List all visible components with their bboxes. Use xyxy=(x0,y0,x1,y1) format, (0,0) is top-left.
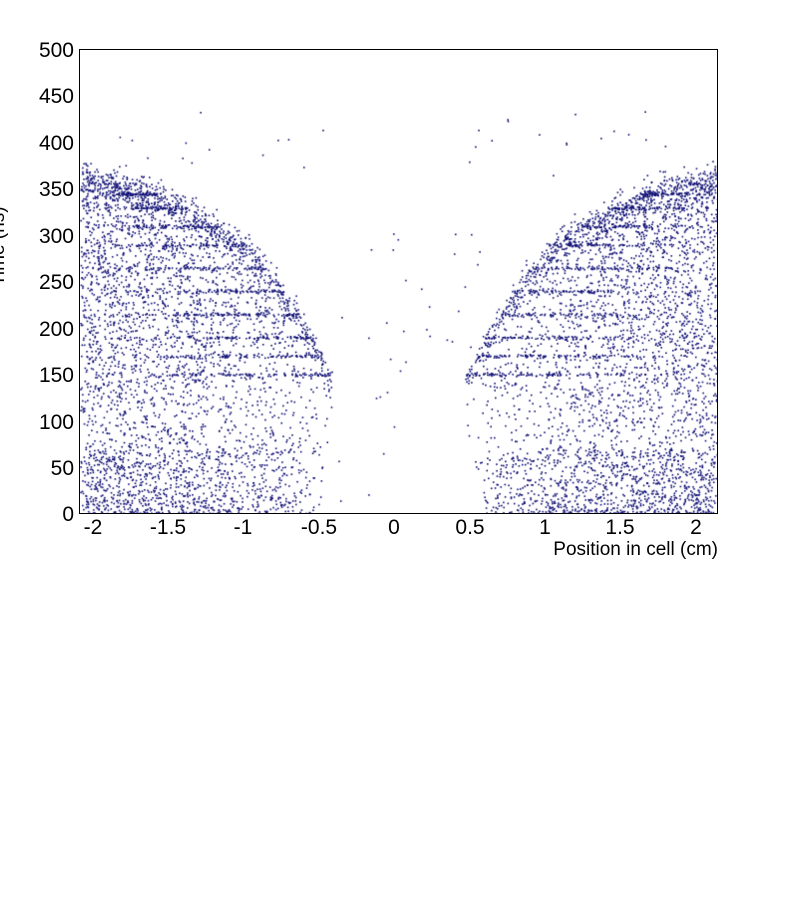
x-tick-top-0p9 xyxy=(80,702,82,709)
x-tick-label-1p5: 1.5 xyxy=(605,516,635,539)
x-tick-top-1p9 xyxy=(80,866,82,873)
x-tick-top-0p3 xyxy=(80,606,82,613)
x-tick-top-1p2 xyxy=(80,756,82,763)
x-tick-top-0 xyxy=(80,558,82,571)
y-tick-label-100: 100 xyxy=(38,411,74,434)
x-tick-top-0p1 xyxy=(80,578,82,585)
x-tick-neg0p2 xyxy=(80,517,82,524)
y-tick-label-400: 400 xyxy=(38,132,74,155)
x-tick-1p1 xyxy=(80,735,82,742)
chart-root: Time (ns) Position in cell (cm) 500 450 … xyxy=(0,39,718,560)
y-tick-label-500: 500 xyxy=(38,39,74,62)
x-tick-1p7 xyxy=(80,831,82,838)
x-tick-1p4 xyxy=(80,777,82,784)
x-tick-top-2 xyxy=(80,886,82,899)
x-tick-2 xyxy=(80,873,82,886)
scatter-points-layer xyxy=(80,50,717,513)
x-tick-top-1p4 xyxy=(80,784,82,791)
y-tick-label-150: 150 xyxy=(38,364,74,387)
x-tick-0p4 xyxy=(80,613,82,620)
x-tick-top-0p4 xyxy=(80,620,82,627)
x-tick-label-neg0p5: -0.5 xyxy=(300,516,338,539)
x-tick-top-1p5 xyxy=(80,804,82,817)
x-axis-title: Position in cell (cm) xyxy=(553,539,718,560)
x-tick-0p8 xyxy=(80,681,82,688)
x-tick-0p7 xyxy=(80,667,82,674)
y-axis-title-wrapper: Time (ns) xyxy=(0,46,36,286)
x-tick-1p5 xyxy=(80,791,82,804)
x-tick-1p6 xyxy=(80,817,82,824)
x-tick-1p9 xyxy=(80,859,82,866)
x-tick-0p5 xyxy=(80,627,82,640)
x-tick-label-2: 2 xyxy=(690,516,702,539)
x-tick-0p9 xyxy=(80,695,82,702)
x-tick-2p1 xyxy=(80,899,82,906)
x-tick-0 xyxy=(80,545,82,558)
x-tick-label-neg1p5: -1.5 xyxy=(149,516,187,539)
x-tick-1 xyxy=(80,709,82,722)
x-tick-top-1p3 xyxy=(80,770,82,777)
x-tick-top-0p8 xyxy=(80,688,82,695)
x-tick-top-0p7 xyxy=(80,674,82,681)
y-axis-title: Time (ns) xyxy=(0,206,9,286)
x-tick-top-1 xyxy=(80,722,82,735)
x-tick-top-1p7 xyxy=(80,838,82,845)
x-tick-label-neg1: -1 xyxy=(233,516,253,539)
y-tick-label-50: 50 xyxy=(50,457,74,480)
y-tick-label-0: 0 xyxy=(62,503,74,526)
x-tick-top-1p6 xyxy=(80,824,82,831)
x-tick-label-0: 0 xyxy=(388,516,400,539)
x-tick-neg0p1 xyxy=(80,531,82,538)
x-tick-label-neg2: -2 xyxy=(83,516,103,539)
x-tick-1p8 xyxy=(80,845,82,852)
x-tick-label-1: 1 xyxy=(539,516,551,539)
x-tick-0p2 xyxy=(80,585,82,592)
x-tick-0p3 xyxy=(80,599,82,606)
x-tick-0p6 xyxy=(80,653,82,660)
x-tick-top-neg0p2 xyxy=(80,524,82,531)
y-tick-label-450: 450 xyxy=(38,85,74,108)
y-tick-label-350: 350 xyxy=(38,178,74,201)
x-tick-top-0p5 xyxy=(80,640,82,653)
x-tick-top-neg0p1 xyxy=(80,538,82,545)
x-tick-top-0p2 xyxy=(80,592,82,599)
x-tick-1p2 xyxy=(80,749,82,756)
plot-frame xyxy=(79,49,718,514)
y-tick-label-300: 300 xyxy=(38,225,74,248)
x-tick-top-1p8 xyxy=(80,852,82,859)
x-tick-label-0p5: 0.5 xyxy=(455,516,485,539)
x-tick-top-2p1 xyxy=(80,906,82,913)
x-tick-1p3 xyxy=(80,763,82,770)
y-tick-label-250: 250 xyxy=(38,271,74,294)
y-tick-label-200: 200 xyxy=(38,318,74,341)
x-tick-top-1p1 xyxy=(80,742,82,749)
x-tick-top-0p6 xyxy=(80,660,82,667)
x-tick-0p1 xyxy=(80,571,82,578)
